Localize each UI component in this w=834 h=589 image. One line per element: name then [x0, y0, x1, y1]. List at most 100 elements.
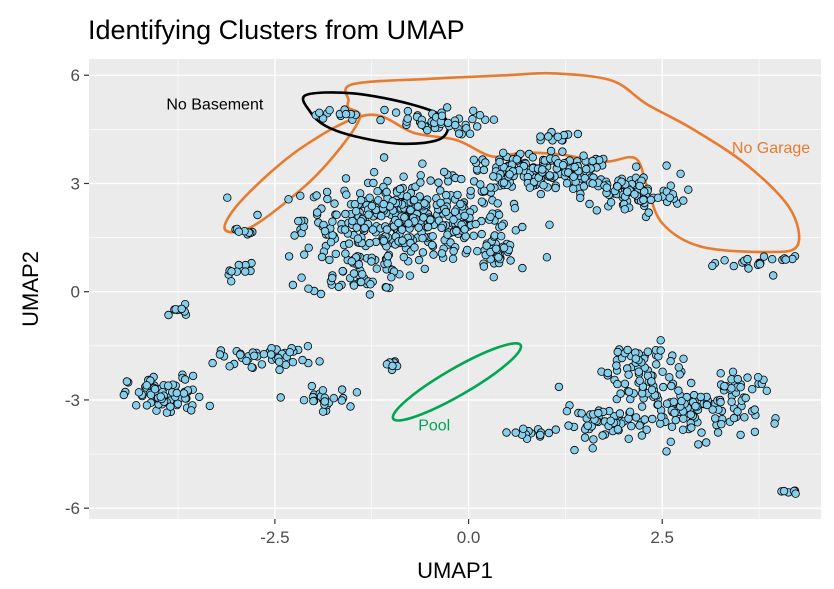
data-point — [577, 409, 586, 418]
y-tick-label: 6 — [71, 66, 80, 85]
data-point — [627, 422, 636, 431]
data-point — [659, 382, 668, 392]
data-point — [341, 209, 350, 219]
data-point — [376, 115, 385, 125]
data-point — [713, 428, 723, 437]
data-point — [489, 273, 498, 282]
data-point — [640, 187, 649, 196]
data-point — [741, 393, 750, 403]
data-point — [441, 190, 451, 200]
data-point — [588, 179, 597, 188]
data-point — [653, 400, 663, 409]
data-point — [122, 377, 132, 386]
data-point — [670, 408, 679, 418]
data-point — [502, 428, 511, 437]
data-point — [259, 350, 269, 359]
data-point — [354, 260, 364, 269]
data-point — [449, 246, 458, 256]
data-point — [351, 206, 361, 216]
annotations: No Basement No Garage Pool — [166, 97, 810, 435]
data-point — [315, 357, 324, 366]
data-point — [341, 249, 350, 258]
data-point — [481, 115, 490, 124]
data-point — [391, 108, 401, 117]
data-point — [372, 264, 381, 273]
data-point — [639, 195, 648, 205]
data-point — [368, 225, 378, 234]
data-point — [781, 255, 790, 264]
data-point — [142, 381, 151, 390]
data-point — [510, 203, 520, 213]
annotation-label: No Garage — [732, 140, 810, 157]
data-point — [379, 199, 388, 209]
data-point — [449, 215, 458, 224]
data-point — [759, 252, 769, 261]
data-point — [313, 208, 322, 217]
data-point — [569, 172, 578, 181]
data-point — [696, 392, 705, 402]
data-point — [410, 243, 419, 252]
data-point — [296, 191, 305, 200]
data-point — [479, 165, 489, 175]
data-point — [340, 225, 350, 234]
data-point — [337, 385, 347, 394]
data-point — [410, 195, 419, 205]
data-point — [637, 431, 647, 440]
data-point — [613, 347, 622, 357]
data-point — [558, 160, 568, 170]
x-tick-label: 2.5 — [650, 528, 674, 547]
data-point — [662, 447, 671, 456]
data-point — [215, 350, 225, 359]
data-point — [711, 414, 720, 423]
data-point — [423, 222, 433, 232]
data-point — [666, 356, 675, 366]
data-point — [337, 396, 346, 405]
data-point — [180, 375, 190, 384]
data-point — [716, 397, 725, 407]
data-point — [341, 174, 351, 183]
data-point — [304, 243, 313, 252]
data-point — [512, 155, 521, 164]
data-point — [616, 389, 625, 398]
data-point — [642, 425, 651, 434]
data-point — [334, 282, 343, 292]
data-point — [325, 105, 334, 115]
data-point — [481, 158, 490, 167]
data-point — [437, 111, 447, 120]
data-point — [684, 185, 693, 194]
data-point — [489, 115, 499, 124]
data-point — [779, 486, 789, 496]
data-point — [598, 431, 607, 440]
x-axis-title: UMAP1 — [417, 558, 493, 583]
data-point — [666, 181, 675, 190]
data-point — [631, 413, 641, 422]
data-point — [525, 183, 535, 192]
x-tick-label: -2.5 — [260, 528, 289, 547]
data-point — [330, 199, 339, 208]
data-point — [366, 280, 375, 289]
data-point — [536, 132, 545, 141]
data-point — [702, 438, 711, 447]
data-point — [448, 254, 458, 263]
data-point — [687, 378, 696, 388]
data-point — [439, 167, 449, 177]
data-point — [443, 103, 452, 112]
data-point — [419, 213, 428, 222]
data-point — [536, 430, 545, 440]
data-point — [518, 263, 527, 273]
data-point — [119, 390, 128, 400]
data-point — [320, 397, 329, 406]
data-point — [477, 197, 487, 206]
data-point — [380, 105, 389, 115]
data-point — [318, 407, 328, 416]
data-point — [753, 373, 763, 382]
data-point — [403, 106, 413, 116]
data-point — [328, 273, 337, 283]
data-point — [579, 151, 588, 160]
data-point — [652, 360, 661, 369]
data-point — [635, 376, 644, 385]
data-point — [297, 273, 306, 282]
data-point — [542, 253, 552, 262]
data-point — [365, 238, 374, 248]
